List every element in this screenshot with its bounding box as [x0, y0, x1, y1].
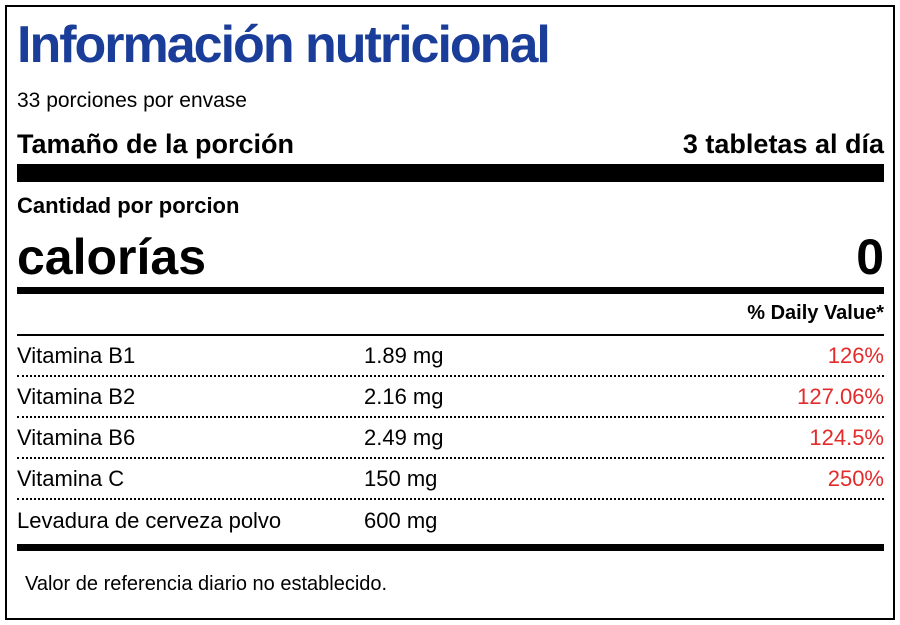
nutrient-row: Vitamina B1 1.89 mg 126%: [17, 336, 884, 377]
nutrient-amount: 2.49 mg: [364, 424, 444, 450]
serving-size-value: 3 tabletas al día: [682, 129, 884, 159]
nutrient-name: Levadura de cerveza polvo: [17, 507, 282, 533]
nutrient-table: Vitamina B1 1.89 mg 126% Vitamina B2 2.1…: [17, 336, 884, 541]
divider-thick: [17, 164, 884, 182]
nutrient-name: Vitamina B6: [17, 424, 136, 450]
servings-per-container: 33 porciones por envase: [17, 89, 247, 112]
nutrient-row: Levadura de cerveza polvo 600 mg: [17, 500, 884, 541]
nutrient-daily-value: 124.5%: [809, 424, 884, 450]
nutrient-row: Vitamina B6 2.49 mg 124.5%: [17, 418, 884, 459]
calories-value: 0: [856, 229, 884, 285]
amount-per-serving: Cantidad por porcion: [17, 193, 240, 218]
serving-size-label: Tamaño de la porción: [17, 129, 295, 159]
divider-bottom: [17, 544, 884, 551]
nutrient-row: Vitamina C 150 mg 250%: [17, 459, 884, 500]
calories-row: calorías 0: [17, 225, 884, 289]
nutrient-amount: 2.16 mg: [364, 383, 444, 409]
nutrient-name: Vitamina B2: [17, 383, 136, 409]
nutrient-daily-value: 127.06%: [797, 383, 884, 409]
nutrient-name: Vitamina B1: [17, 342, 136, 368]
serving-size-row: Tamaño de la porción 3 tabletas al día: [17, 129, 884, 160]
nutrient-amount: 1.89 mg: [364, 342, 444, 368]
divider-medium: [17, 287, 884, 294]
daily-value-header: % Daily Value*: [747, 302, 884, 324]
footnote: Valor de referencia diario no establecid…: [25, 573, 388, 595]
nutrient-daily-value: 250%: [827, 465, 884, 491]
panel-title: Información nutricional: [17, 16, 551, 74]
calories-label: calorías: [17, 229, 207, 285]
nutrient-row: Vitamina B2 2.16 mg 127.06%: [17, 377, 884, 418]
nutrient-name: Vitamina C: [17, 465, 125, 491]
nutrient-daily-value: 126%: [827, 342, 884, 368]
nutrient-amount: 600 mg: [364, 507, 438, 533]
nutrient-amount: 150 mg: [364, 465, 438, 491]
nutrition-facts-panel: Información nutricional 33 porciones por…: [5, 5, 895, 620]
divider-thin: [17, 334, 884, 336]
